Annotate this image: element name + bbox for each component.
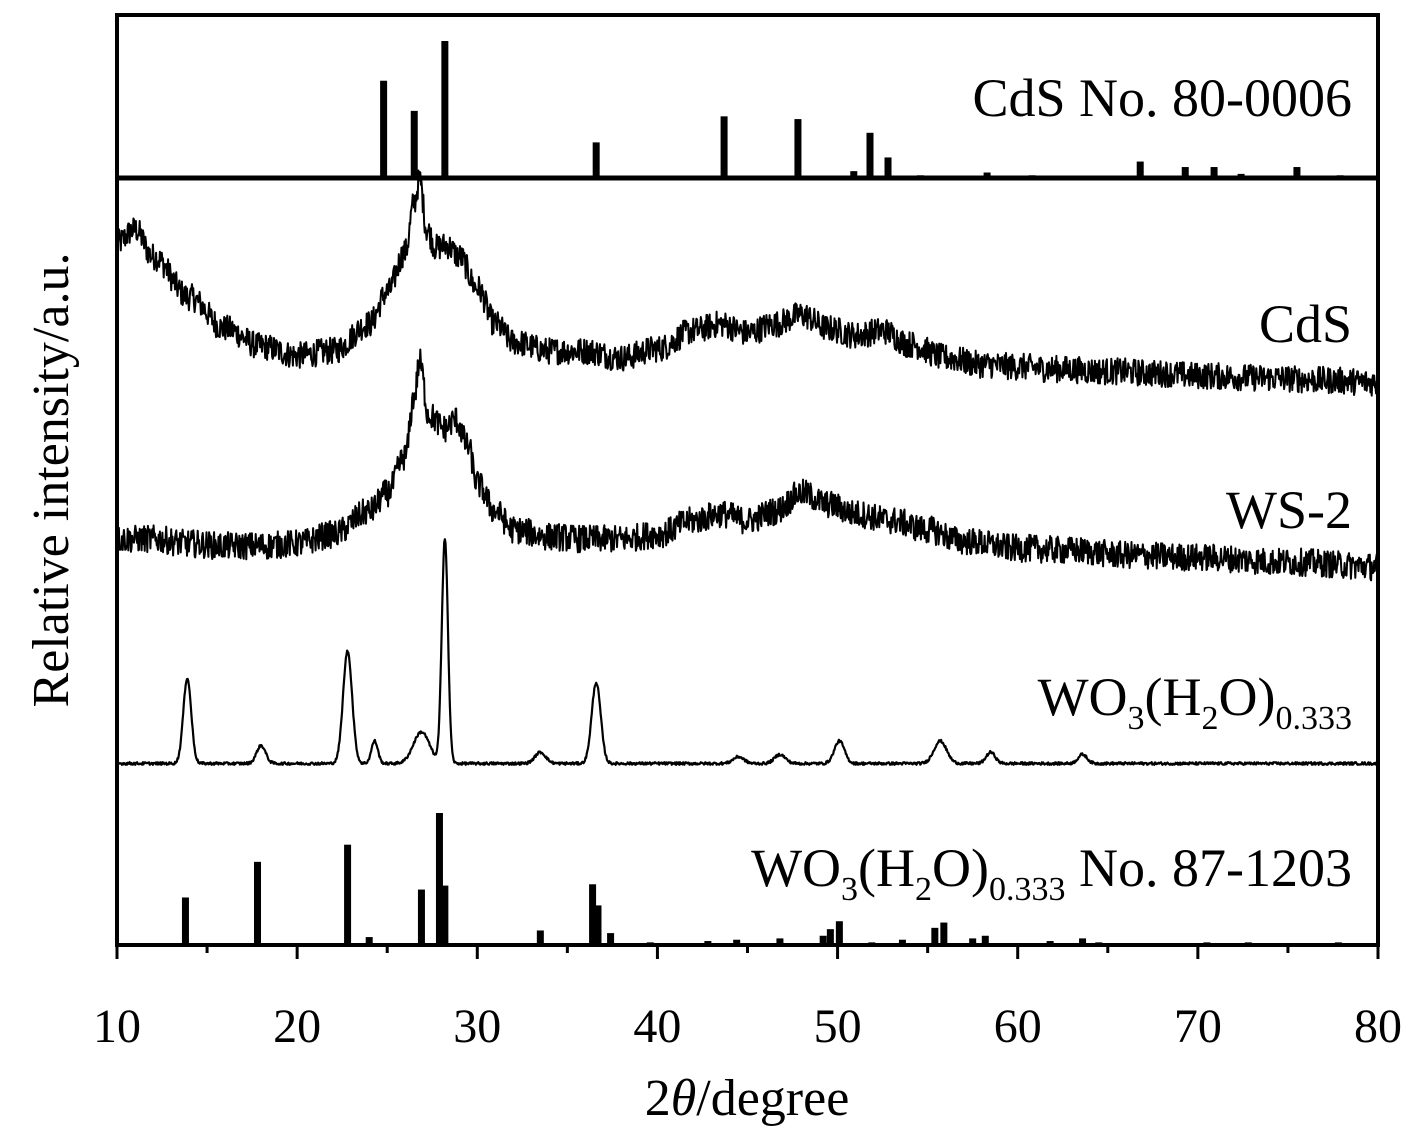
reference-stick [981,935,989,945]
reference-stick [794,119,802,178]
wo3-label-mid: (H [1145,667,1202,727]
wo3-label-wo: WO [1038,667,1128,727]
reference-stick [365,937,373,945]
reference-stick [1210,167,1218,178]
wo3-label-end: O) [1219,667,1276,727]
reference-stick [441,41,449,178]
reference-stick [983,172,991,178]
reference-stick [380,80,388,178]
x-tick-label: 30 [453,1000,501,1053]
reference-stick [417,889,425,945]
reference-stick [898,939,906,945]
x-tick-label: 20 [273,1000,321,1053]
reference-stick [254,861,262,945]
reference-stick [931,927,939,945]
reference-stick [835,921,843,945]
reference-stick [607,933,615,945]
reference-stick [589,884,597,945]
ref-wo3-label-wo: WO [751,838,841,898]
reference-stick [720,116,728,178]
y-axis-title: Relative intensity/a.u. [23,253,80,708]
reference-stick [1293,167,1301,178]
ref-wo3-sticks [181,813,1342,945]
ws2-series-label: WS-2 [1226,480,1352,540]
reference-stick [776,938,784,945]
reference-stick [441,885,449,945]
reference-stick [704,941,712,945]
reference-stick [733,939,741,945]
reference-stick [1046,941,1054,945]
reference-stick [916,175,924,178]
reference-stick [435,813,443,945]
reference-stick [1095,942,1103,945]
reference-stick [410,110,418,178]
reference-stick [884,157,892,178]
ref-wo3-label-sub3: 0.333 [989,871,1066,908]
reference-stick [536,930,544,945]
reference-stick [1334,942,1342,945]
pattern-traces [116,169,1380,766]
reference-stick [1244,942,1252,945]
x-axis-ticks: 10 20 30 40 50 60 70 80 [93,945,1402,1053]
wo3-label-sub3: 0.333 [1276,700,1353,737]
ref-wo3-label: WO3(H2O)0.333 No. 87-1203 [751,838,1352,908]
reference-stick [592,142,600,178]
wo3-series-label: WO3(H2O)0.333 [1038,667,1352,737]
plot-frame [115,13,1380,947]
x-tick-label: 10 [93,1000,141,1053]
reference-stick [1136,161,1144,178]
reference-stick [1237,173,1245,178]
x-axis-title: 2θ/degree [645,1070,850,1127]
ref-wo3-label-mid: (H [858,838,915,898]
x-axis-title-theta: θ [671,1070,697,1127]
x-tick-label: 50 [814,1000,862,1053]
reference-stick [1203,942,1211,945]
ref-wo3-label-end: O) [932,838,989,898]
reference-stick [181,897,189,945]
x-axis-title-suffix: /degree [696,1070,849,1127]
reference-stick [344,844,352,945]
reference-stick [850,171,858,178]
series-line-cds [116,169,1379,397]
reference-stick [969,938,977,945]
x-tick-label: 70 [1174,1000,1222,1053]
reference-stick [646,942,654,945]
wo3-label-sub2: 2 [1202,700,1219,737]
series-line-wo3-hydrate [116,538,1380,766]
cds-series-label: CdS [1259,294,1352,354]
reference-stick [819,935,827,945]
reference-stick [940,922,948,945]
x-tick-label: 80 [1354,1000,1402,1053]
reference-stick [1336,175,1344,178]
x-tick-label: 60 [994,1000,1042,1053]
x-axis-title-prefix: 2 [645,1070,671,1127]
reference-stick [1079,938,1087,945]
ref-cds-label: CdS No. 80-0006 [972,68,1352,128]
series-line-ws-2 [116,348,1379,582]
x-tick-label: 40 [633,1000,681,1053]
wo3-label-sub1: 3 [1128,700,1145,737]
reference-stick [868,942,876,945]
reference-stick [1181,167,1189,178]
reference-stick [594,905,602,945]
reference-stick [1028,175,1036,178]
ref-wo3-label-sub2: 2 [915,871,932,908]
ref-cds-sticks [380,41,1344,178]
reference-stick [826,929,834,945]
ref-wo3-label-tail: No. 87-1203 [1066,838,1352,898]
reference-stick [866,132,874,178]
ref-wo3-label-sub1: 3 [841,871,858,908]
